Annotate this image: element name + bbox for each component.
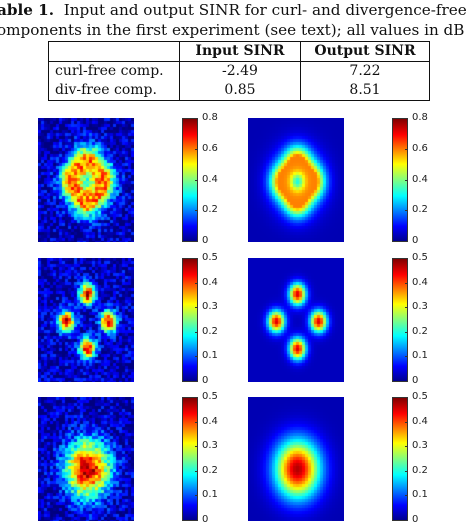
table-header-output: Output SINR [300, 41, 430, 62]
caption-line-1: able 1. Input and output SINR for curl- … [0, 0, 474, 20]
table-row: curl-free comp. -2.49 7.22 [49, 61, 430, 81]
colorbar-tick-label: 0.2 [202, 465, 218, 476]
row-output-value: 7.22 [300, 61, 430, 81]
colorbar-tick-label: 0.4 [202, 174, 218, 185]
colorbar-tick-mark [405, 258, 408, 259]
heatmap-image [248, 258, 344, 382]
colorbar-tick-mark [195, 241, 198, 242]
colorbar-tick-mark [405, 180, 408, 181]
colorbar-tick-label: 0.1 [412, 350, 428, 361]
colorbar-tick-mark [405, 118, 408, 119]
colorbar-tick-label: 0.3 [412, 440, 428, 451]
colorbar-tick-mark [405, 495, 408, 496]
colorbar-tick-mark [195, 149, 198, 150]
colorbar-tick-label: 0.2 [412, 326, 428, 337]
colorbar-tick-mark [405, 332, 408, 333]
colorbar-tick-label: 0.5 [202, 252, 218, 263]
colorbar-tick-mark [195, 118, 198, 119]
colorbar-tick-label: 0.2 [412, 204, 428, 215]
colorbar-tick-mark [195, 381, 198, 382]
colorbar-tick-mark [195, 283, 198, 284]
heatmap-image [248, 118, 344, 242]
colorbar-tick-mark [195, 180, 198, 181]
colorbar-tick-mark [195, 210, 198, 211]
colorbar-tick-label: 0 [412, 375, 419, 386]
colorbar-tick-mark [405, 471, 408, 472]
colorbar-tick-label: 0 [202, 514, 209, 525]
colorbar-tick-label: 0 [202, 375, 209, 386]
row-input-value: -2.49 [179, 61, 301, 81]
table-row: div-free comp. 0.85 8.51 [49, 81, 430, 101]
colorbar-tick-label: 0.4 [202, 416, 218, 427]
colorbar-tick-label: 0.3 [202, 440, 218, 451]
colorbar-tick-label: 0 [412, 514, 419, 525]
colorbar-tick-mark [195, 397, 198, 398]
colorbar-tick-label: 0.4 [412, 174, 428, 185]
table-header-empty [48, 41, 180, 62]
colorbar-tick-mark [405, 149, 408, 150]
table-header-input: Input SINR [179, 41, 301, 62]
row-output-value: 8.51 [300, 81, 430, 101]
colorbar-tick-label: 0 [202, 235, 209, 246]
colorbar-tick-label: 0.3 [412, 301, 428, 312]
colorbar-tick-mark [405, 210, 408, 211]
colorbar [182, 397, 198, 521]
colorbar-tick-mark [405, 241, 408, 242]
colorbar-tick-mark [195, 495, 198, 496]
table-caption: able 1. Input and output SINR for curl- … [0, 0, 474, 40]
colorbar [392, 258, 408, 382]
colorbar-tick-label: 0.2 [412, 465, 428, 476]
colorbar-tick-label: 0.4 [412, 416, 428, 427]
caption-line-2: omponents in the first experiment (see t… [0, 21, 465, 39]
heatmap-image [38, 118, 134, 242]
colorbar-tick-mark [405, 356, 408, 357]
colorbar-tick-mark [405, 446, 408, 447]
colorbar-tick-mark [195, 332, 198, 333]
colorbar-tick-mark [195, 520, 198, 521]
colorbar-tick-mark [195, 258, 198, 259]
colorbar-tick-mark [195, 471, 198, 472]
colorbar-tick-label: 0.5 [202, 391, 218, 402]
colorbar-tick-mark [195, 446, 198, 447]
colorbar-tick-label: 0 [412, 235, 419, 246]
colorbar-tick-label: 0.3 [202, 301, 218, 312]
colorbar-tick-label: 0.5 [412, 391, 428, 402]
colorbar-tick-mark [405, 520, 408, 521]
colorbar-tick-mark [405, 422, 408, 423]
caption-text-1: Input and output SINR for curl- and dive… [63, 1, 467, 19]
colorbar [182, 258, 198, 382]
colorbar-tick-label: 0.5 [412, 252, 428, 263]
row-input-value: 0.85 [179, 81, 301, 101]
colorbar [392, 397, 408, 521]
colorbar-tick-label: 0.8 [202, 112, 218, 123]
colorbar-tick-label: 0.1 [202, 350, 218, 361]
colorbar-tick-label: 0.6 [202, 143, 218, 154]
colorbar-tick-label: 0.2 [202, 204, 218, 215]
colorbar-tick-mark [195, 356, 198, 357]
colorbar-tick-label: 0.4 [412, 277, 428, 288]
colorbar-tick-mark [195, 422, 198, 423]
caption-label: able 1. [0, 1, 55, 19]
heatmap-image [248, 397, 344, 521]
colorbar-tick-label: 0.1 [412, 489, 428, 500]
colorbar-tick-label: 0.6 [412, 143, 428, 154]
heatmap-image [38, 397, 134, 521]
sinr-table: Input SINR Output SINR curl-free comp. -… [48, 41, 430, 101]
colorbar-tick-label: 0.1 [202, 489, 218, 500]
colorbar-tick-label: 0.8 [412, 112, 428, 123]
heatmap-image [38, 258, 134, 382]
row-label: curl-free comp. [55, 63, 164, 79]
colorbar-tick-mark [405, 283, 408, 284]
colorbar-tick-mark [195, 307, 198, 308]
table-header-row: Input SINR Output SINR [48, 41, 430, 62]
colorbar-tick-mark [405, 381, 408, 382]
colorbar-tick-mark [405, 307, 408, 308]
row-label: div-free comp. [55, 82, 157, 98]
colorbar-tick-mark [405, 397, 408, 398]
colorbar-tick-label: 0.4 [202, 277, 218, 288]
colorbar-tick-label: 0.2 [202, 326, 218, 337]
